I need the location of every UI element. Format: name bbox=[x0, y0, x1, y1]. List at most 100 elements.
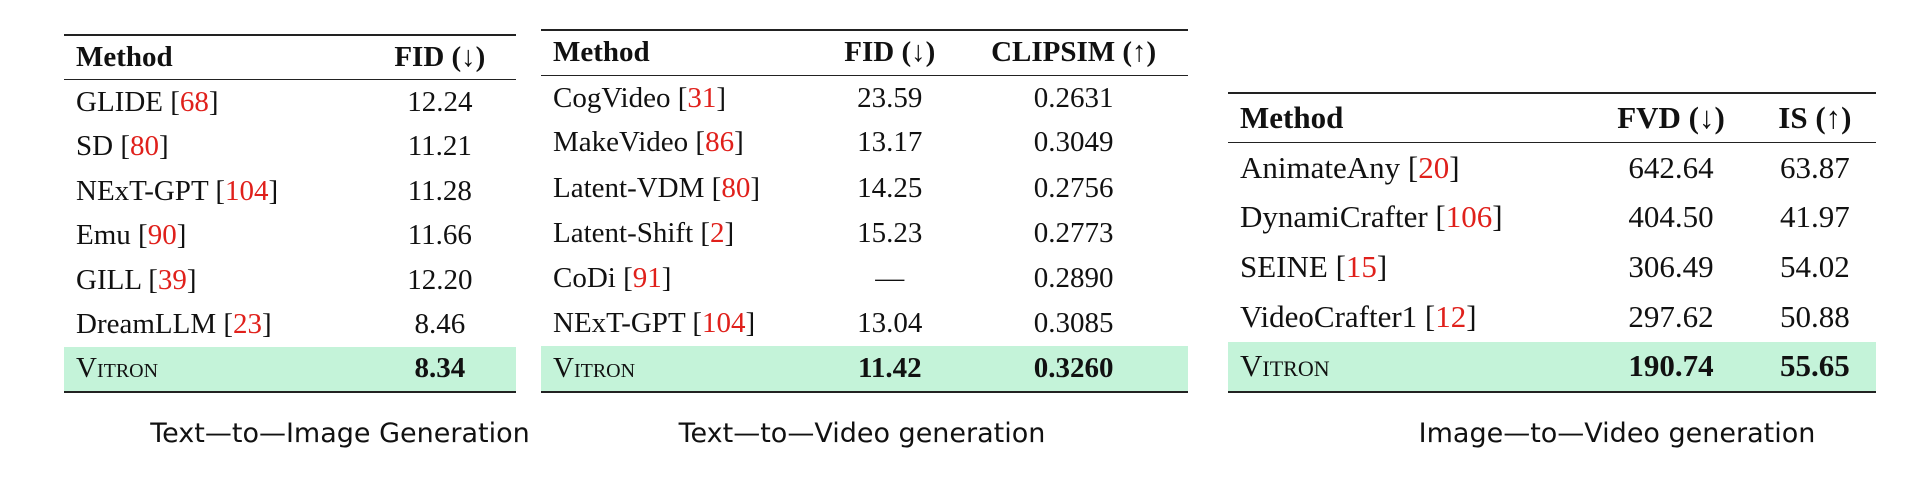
value-cell: 23.59 bbox=[857, 81, 923, 114]
row: Vitron 190.74 55.65 bbox=[1228, 341, 1876, 392]
citation: 104 bbox=[225, 174, 269, 207]
method-name: Latent-VDM [ bbox=[553, 171, 722, 204]
value-cell: 404.50 bbox=[1628, 199, 1714, 235]
value-cell: 11.66 bbox=[407, 219, 472, 252]
header-row: Method FID (↓) CLIPSIM (↑) bbox=[541, 30, 1188, 76]
row: GLIDE [68] 12.24 bbox=[64, 80, 516, 125]
header-cell: FVD (↓) bbox=[1588, 93, 1754, 144]
value-cell: 12.24 bbox=[407, 85, 473, 118]
row: MakeVideo [86] 13.17 0.3049 bbox=[541, 120, 1188, 165]
method-cell: DynamiCrafter [106] bbox=[1228, 193, 1588, 243]
value-cell: 0.2890 bbox=[1033, 262, 1114, 295]
method-name: ] bbox=[186, 263, 197, 296]
value-cell: 0.3085 bbox=[1033, 307, 1114, 340]
row: NExT-GPT [104] 13.04 0.3085 bbox=[541, 301, 1188, 346]
method-name: ] bbox=[745, 307, 756, 340]
method-cell: SEINE [15] bbox=[1228, 242, 1588, 292]
header-cell: Method bbox=[1228, 93, 1589, 144]
value-cell: 0.2773 bbox=[1033, 216, 1114, 249]
header-row: Method FID (↓) bbox=[64, 35, 516, 81]
method-cell: VideoCrafter1 [12] bbox=[1228, 292, 1588, 342]
value-cell: 13.17 bbox=[857, 126, 923, 159]
value-cell: 12.20 bbox=[407, 263, 473, 296]
method-name: Vitron bbox=[76, 352, 159, 385]
row: NExT-GPT [104] 11.28 bbox=[64, 169, 516, 214]
value-cell: 190.74 bbox=[1628, 348, 1714, 384]
method-name: ] bbox=[734, 126, 744, 159]
header-cell: FID (↓) bbox=[820, 30, 960, 76]
method-cell: Vitron bbox=[1228, 342, 1588, 392]
method-cell: Vitron bbox=[64, 347, 364, 392]
method-cell: Latent-VDM [80] bbox=[541, 166, 820, 211]
citation: 80 bbox=[721, 171, 751, 204]
value-cell: 11.42 bbox=[857, 351, 922, 384]
method-name: SD [ bbox=[76, 129, 130, 162]
method-name: GLIDE [ bbox=[76, 85, 180, 118]
row: Vitron 11.42 0.3260 bbox=[541, 346, 1188, 392]
value-cell: 0.3260 bbox=[1033, 351, 1114, 384]
row: Vitron 8.34 bbox=[64, 347, 516, 392]
method-name: ] bbox=[716, 81, 727, 114]
method-cell: Emu [90] bbox=[64, 213, 364, 258]
method-cell: CoDi [91] bbox=[541, 256, 820, 301]
value-cell: 50.88 bbox=[1780, 299, 1850, 335]
value-cell: 14.25 bbox=[857, 171, 923, 204]
value-cell: 55.65 bbox=[1780, 348, 1850, 384]
method-name: Vitron bbox=[553, 351, 636, 384]
value-cell: 41.97 bbox=[1780, 199, 1850, 235]
method-name: ] bbox=[176, 219, 187, 252]
header-row: Method FVD (↓) IS (↑) bbox=[1228, 93, 1876, 144]
value-cell: 8.46 bbox=[414, 308, 466, 341]
method-cell: NExT-GPT [104] bbox=[541, 301, 820, 346]
value-cell: — bbox=[875, 262, 905, 295]
header-cell: Method bbox=[541, 30, 821, 76]
table: Method FID (↓) CLIPSIM (↑) CogVideo [31] 23.… bbox=[541, 29, 1188, 393]
value-cell: 63.87 bbox=[1780, 149, 1850, 185]
citation: 31 bbox=[687, 81, 717, 114]
method-cell: AnimateAny [20] bbox=[1228, 143, 1588, 193]
citation: 2 bbox=[710, 216, 725, 249]
method-name: Vitron bbox=[1240, 348, 1330, 384]
value-cell: 54.02 bbox=[1780, 249, 1850, 285]
value-cell: 297.62 bbox=[1628, 299, 1714, 335]
citation: 12 bbox=[1435, 299, 1467, 335]
method-name: GILL [ bbox=[76, 263, 158, 296]
method-cell: Latent-Shift [2] bbox=[541, 211, 820, 256]
method-cell: GILL [39] bbox=[64, 258, 364, 303]
method-name: ] bbox=[208, 85, 219, 118]
method-name: ] bbox=[1376, 249, 1388, 285]
method-name: CogVideo [ bbox=[553, 81, 688, 114]
method-name: CoDi [ bbox=[553, 262, 633, 295]
value-cell: 11.28 bbox=[407, 174, 472, 207]
row: Emu [90] 11.66 bbox=[64, 213, 516, 258]
method-name: ] bbox=[1466, 299, 1477, 335]
method-cell: GLIDE [68] bbox=[64, 80, 364, 125]
value-cell: 0.3049 bbox=[1033, 126, 1114, 159]
row: Latent-Shift [2] 15.23 0.2773 bbox=[541, 211, 1188, 256]
method-name: Latent-Shift [ bbox=[553, 216, 711, 249]
method-cell: NExT-GPT [104] bbox=[64, 169, 364, 214]
method-name: ] bbox=[750, 171, 760, 204]
row: CoDi [91] — 0.2890 bbox=[541, 256, 1188, 301]
citation: 20 bbox=[1418, 149, 1450, 185]
header-cell: IS (↑) bbox=[1753, 93, 1876, 144]
table: Method FVD (↓) IS (↑) AnimateAny [20] 642.64… bbox=[1228, 92, 1876, 393]
citation: 104 bbox=[702, 307, 746, 340]
method-name: SEINE [ bbox=[1240, 249, 1346, 285]
caption: Image—to—Video generation bbox=[1418, 418, 1816, 449]
method-cell: DreamLLM [23] bbox=[64, 303, 364, 348]
method-cell: Vitron bbox=[541, 346, 820, 391]
citation: 15 bbox=[1345, 249, 1377, 285]
citation: 23 bbox=[233, 308, 263, 341]
value-cell: 642.64 bbox=[1628, 149, 1714, 185]
row: SD [80] 11.21 bbox=[64, 124, 516, 169]
method-name: VideoCrafter1 [ bbox=[1240, 299, 1436, 335]
row: AnimateAny [20] 642.64 63.87 bbox=[1228, 143, 1876, 193]
citation: 68 bbox=[179, 85, 209, 118]
citation: 90 bbox=[147, 219, 177, 252]
value-cell: 0.2756 bbox=[1033, 171, 1114, 204]
header-cell: Method bbox=[64, 35, 364, 81]
row: GILL [39] 12.20 bbox=[64, 258, 516, 303]
citation: 80 bbox=[129, 129, 159, 162]
